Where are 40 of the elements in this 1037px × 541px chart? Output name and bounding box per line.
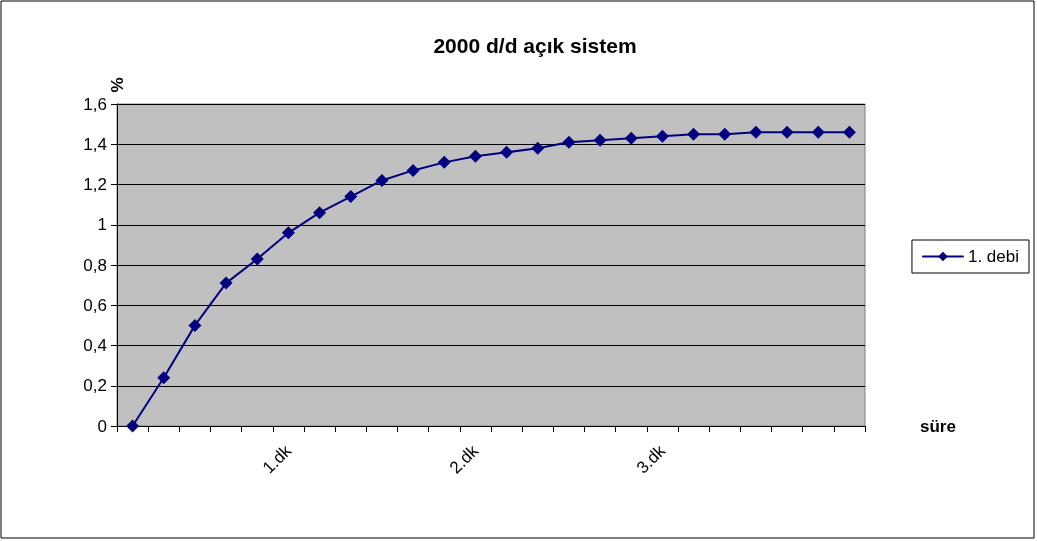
point xyxy=(437,155,451,169)
point xyxy=(531,141,545,155)
point xyxy=(718,127,732,141)
point xyxy=(281,226,295,240)
chart-title: 2000 d/d açık sistem xyxy=(433,34,637,57)
point xyxy=(780,125,794,139)
y-axis-title: % xyxy=(107,77,127,93)
point xyxy=(749,125,763,139)
point xyxy=(500,145,514,159)
y-tick-label: 0,4 xyxy=(83,336,107,355)
point xyxy=(811,125,825,139)
y-tick-label: 1,6 xyxy=(83,94,107,114)
x-tick-label: 1.dk xyxy=(258,440,296,478)
point xyxy=(562,135,576,149)
point xyxy=(126,419,140,433)
point xyxy=(655,129,669,143)
y-tick-label: 0,2 xyxy=(83,376,107,396)
point xyxy=(250,252,264,266)
x-axis-title: süre xyxy=(920,416,956,436)
legend-label: 1. debi xyxy=(967,247,1020,266)
point xyxy=(624,131,638,145)
point xyxy=(687,127,701,141)
x-tick-label: 2.dk xyxy=(445,440,483,478)
point xyxy=(406,163,420,177)
y-tick-label: 1,4 xyxy=(83,134,107,154)
point xyxy=(313,206,327,220)
y-tick-label: 0,8 xyxy=(83,255,107,275)
point xyxy=(375,173,389,187)
x-tick-label: 3.dk xyxy=(632,440,670,478)
point xyxy=(842,125,856,139)
point xyxy=(219,276,233,290)
point xyxy=(157,371,171,385)
y-tick-label: 0,6 xyxy=(83,295,107,315)
point xyxy=(188,318,202,332)
point xyxy=(344,190,358,204)
point xyxy=(468,149,482,163)
point xyxy=(593,133,607,147)
y-tick-label: 0 xyxy=(97,416,107,436)
y-tick-label: 1 xyxy=(97,215,107,235)
y-tick-label: 1,2 xyxy=(83,175,107,194)
